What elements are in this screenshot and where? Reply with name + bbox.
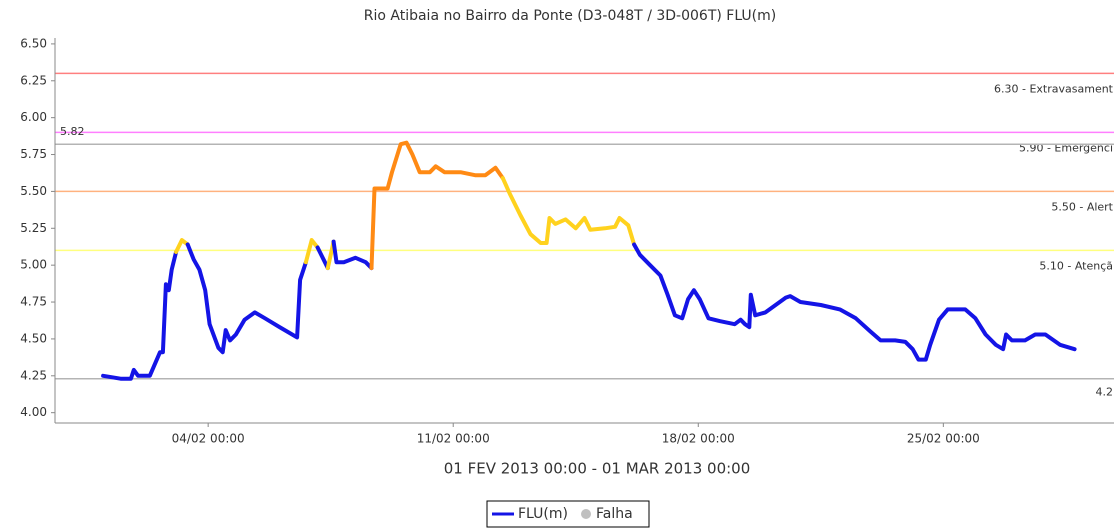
threshold-label: 6.30 - Extravasament — [994, 82, 1114, 95]
threshold-label: 5.90 - Emergenci — [1019, 141, 1113, 154]
y-tick-label: 4.25 — [20, 368, 47, 382]
y-tick-label: 6.00 — [20, 110, 47, 124]
series-line — [500, 176, 637, 247]
threshold-label: 5.50 - Alert — [1051, 200, 1113, 213]
reference-label: 4.2 — [1096, 386, 1114, 399]
subtitle: 01 FEV 2013 00:00 - 01 MAR 2013 00:00 — [444, 460, 751, 478]
y-tick-label: 4.00 — [20, 405, 47, 419]
x-tick-label: 18/02 00:00 — [662, 432, 735, 446]
y-tick-label: 5.00 — [20, 258, 47, 272]
series-line — [303, 238, 320, 265]
y-tick-label: 6.50 — [20, 36, 47, 50]
y-tick-label: 6.25 — [20, 73, 47, 87]
series-line — [632, 242, 1077, 362]
y-tick-label: 4.50 — [20, 331, 47, 345]
legend-label: Falha — [596, 506, 633, 522]
series-line — [331, 239, 374, 271]
series-line — [185, 242, 308, 355]
y-tick-label: 4.75 — [20, 295, 47, 309]
series-line — [369, 140, 505, 271]
legend-swatch — [581, 509, 591, 519]
x-tick-label: 25/02 00:00 — [907, 432, 980, 446]
y-tick-label: 5.50 — [20, 184, 47, 198]
reference-label: 5.82 — [60, 125, 85, 138]
legend-label: FLU(m) — [518, 506, 568, 522]
chart-title: Rio Atibaia no Bairro da Ponte (D3-048T … — [364, 8, 777, 24]
series-line — [101, 249, 179, 381]
x-tick-label: 04/02 00:00 — [172, 432, 245, 446]
series-line — [174, 238, 190, 254]
y-tick-label: 5.75 — [20, 147, 47, 161]
threshold-label: 5.10 - Atençã — [1039, 259, 1113, 272]
x-tick-label: 11/02 00:00 — [417, 432, 490, 446]
y-tick-label: 5.25 — [20, 221, 47, 235]
